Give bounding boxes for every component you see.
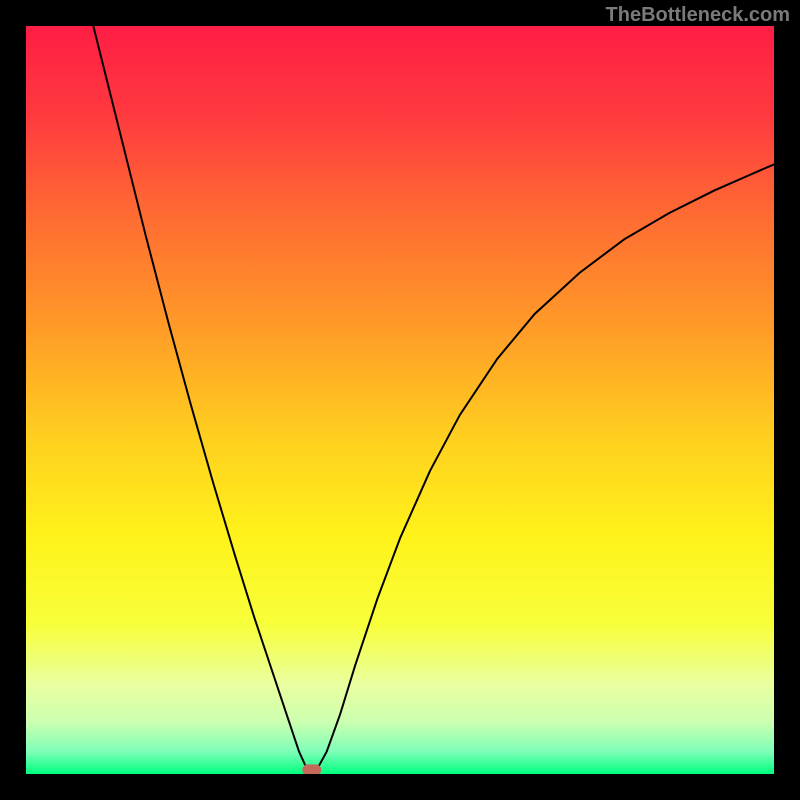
chart-curve-svg	[26, 26, 774, 774]
bottleneck-curve	[93, 26, 774, 773]
watermark-text: TheBottleneck.com	[606, 4, 790, 27]
optimum-marker	[302, 764, 321, 774]
plot-area	[26, 26, 774, 774]
